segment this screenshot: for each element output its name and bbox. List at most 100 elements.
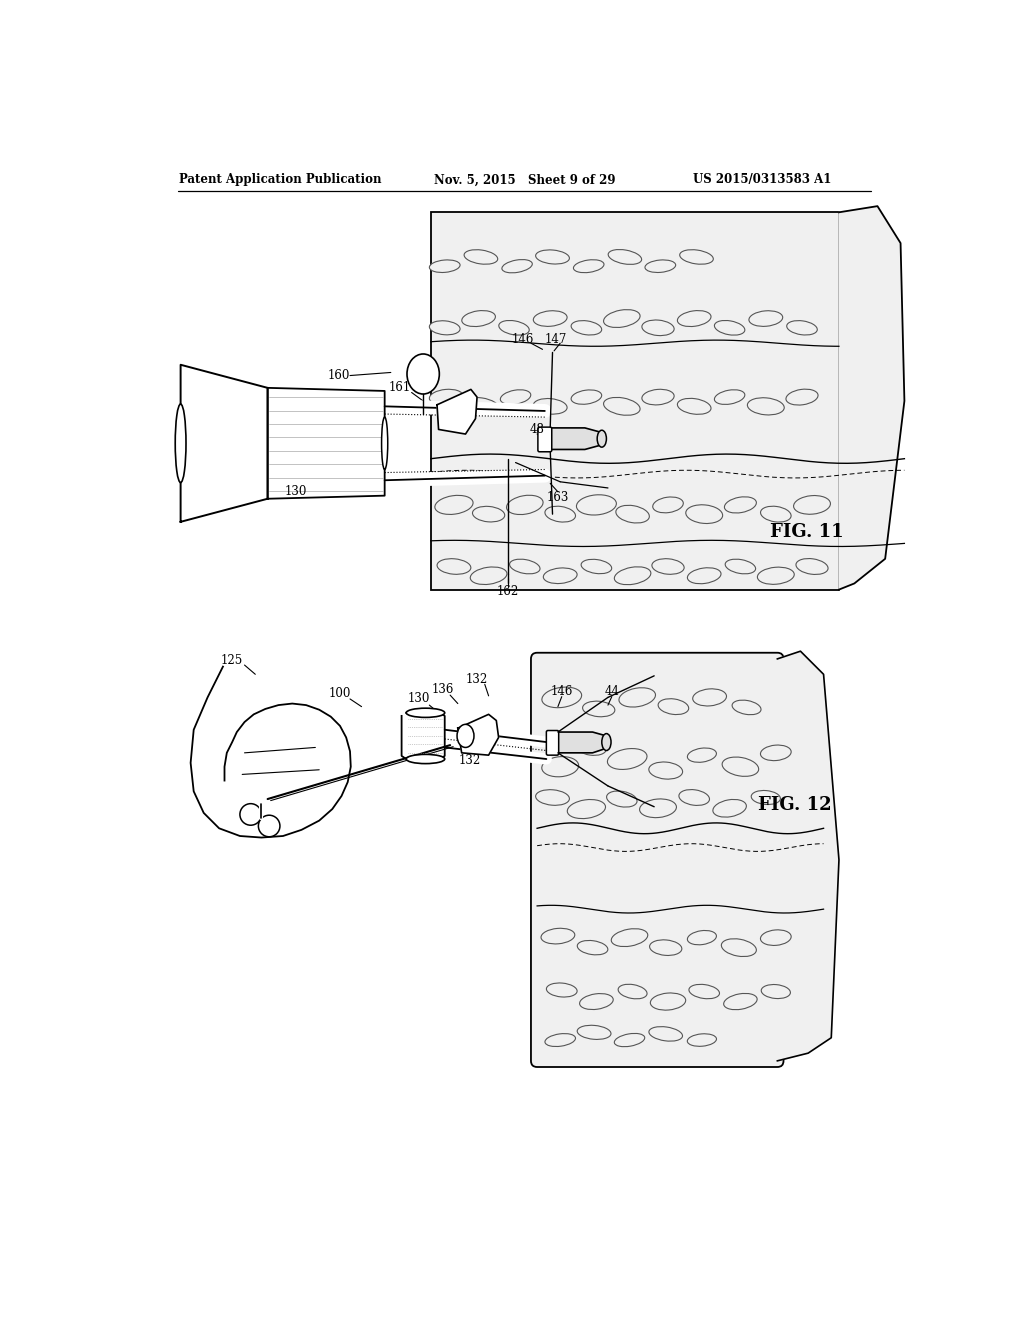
Text: 125: 125 [221,653,244,667]
Ellipse shape [547,983,578,997]
Circle shape [240,804,261,825]
Ellipse shape [429,321,460,335]
Ellipse shape [687,748,717,763]
Ellipse shape [649,1027,683,1041]
Ellipse shape [606,791,637,807]
Ellipse shape [501,389,530,404]
Text: Nov. 5, 2015   Sheet 9 of 29: Nov. 5, 2015 Sheet 9 of 29 [434,173,615,186]
Ellipse shape [542,756,579,776]
Ellipse shape [611,929,648,946]
Text: 132: 132 [466,673,488,686]
Ellipse shape [502,260,532,273]
Ellipse shape [618,985,647,999]
Ellipse shape [582,560,611,574]
Ellipse shape [687,931,717,945]
Ellipse shape [761,744,792,760]
Ellipse shape [536,249,569,264]
Ellipse shape [715,389,744,404]
Ellipse shape [686,504,723,524]
Ellipse shape [724,994,757,1010]
Ellipse shape [472,507,505,521]
Ellipse shape [571,321,602,335]
Ellipse shape [578,1026,611,1039]
Ellipse shape [435,495,473,515]
Ellipse shape [607,748,647,770]
Ellipse shape [583,701,614,717]
Ellipse shape [761,506,792,523]
Ellipse shape [578,940,608,954]
Ellipse shape [618,688,655,708]
Ellipse shape [573,260,604,273]
Ellipse shape [721,939,757,957]
Polygon shape [267,388,385,499]
Ellipse shape [534,310,567,326]
Ellipse shape [640,799,677,817]
Text: 130: 130 [409,693,430,705]
Text: 161: 161 [389,381,412,395]
Ellipse shape [650,993,686,1010]
Ellipse shape [679,789,710,805]
Ellipse shape [794,495,830,515]
Text: 147: 147 [545,333,567,346]
Ellipse shape [786,321,817,335]
Ellipse shape [407,708,444,718]
Ellipse shape [603,397,640,416]
Text: FIG. 12: FIG. 12 [758,796,831,814]
Ellipse shape [175,404,186,483]
Ellipse shape [748,397,784,414]
Ellipse shape [507,495,543,515]
Ellipse shape [407,755,444,763]
Text: 146: 146 [512,333,535,346]
Text: 100: 100 [329,686,351,700]
Ellipse shape [510,560,540,574]
Ellipse shape [463,397,500,414]
Ellipse shape [567,800,605,818]
Text: 162: 162 [497,585,519,598]
Ellipse shape [534,399,567,414]
Ellipse shape [687,1034,717,1047]
Ellipse shape [642,319,674,335]
Ellipse shape [652,496,683,513]
Ellipse shape [545,506,575,523]
Ellipse shape [580,994,613,1010]
Ellipse shape [687,568,721,583]
Ellipse shape [761,985,791,998]
Ellipse shape [761,929,792,945]
Ellipse shape [752,791,780,804]
Text: US 2015/0313583 A1: US 2015/0313583 A1 [693,173,831,186]
Ellipse shape [577,495,616,515]
Ellipse shape [464,249,498,264]
Ellipse shape [608,249,642,264]
Text: 163: 163 [547,491,569,504]
Polygon shape [437,389,477,434]
Ellipse shape [429,389,463,405]
Text: 44: 44 [604,685,620,698]
Text: 48: 48 [529,422,545,436]
Ellipse shape [499,321,529,335]
Text: FIG. 11: FIG. 11 [770,523,844,541]
Ellipse shape [680,249,714,264]
Ellipse shape [536,789,569,805]
Ellipse shape [642,389,674,405]
Ellipse shape [614,1034,645,1047]
Polygon shape [401,713,444,759]
Ellipse shape [658,698,689,714]
Ellipse shape [614,566,651,585]
Ellipse shape [732,700,761,714]
FancyBboxPatch shape [431,213,839,590]
Ellipse shape [649,940,682,956]
Ellipse shape [796,558,828,574]
Polygon shape [190,667,351,838]
Polygon shape [458,714,499,755]
Ellipse shape [602,734,611,751]
Circle shape [258,816,280,837]
Ellipse shape [382,417,388,470]
Ellipse shape [597,430,606,447]
Ellipse shape [544,568,578,583]
Ellipse shape [749,310,782,326]
Ellipse shape [437,558,471,574]
Ellipse shape [689,985,720,999]
Polygon shape [550,428,602,449]
Text: 132: 132 [458,754,480,767]
Ellipse shape [645,260,676,272]
